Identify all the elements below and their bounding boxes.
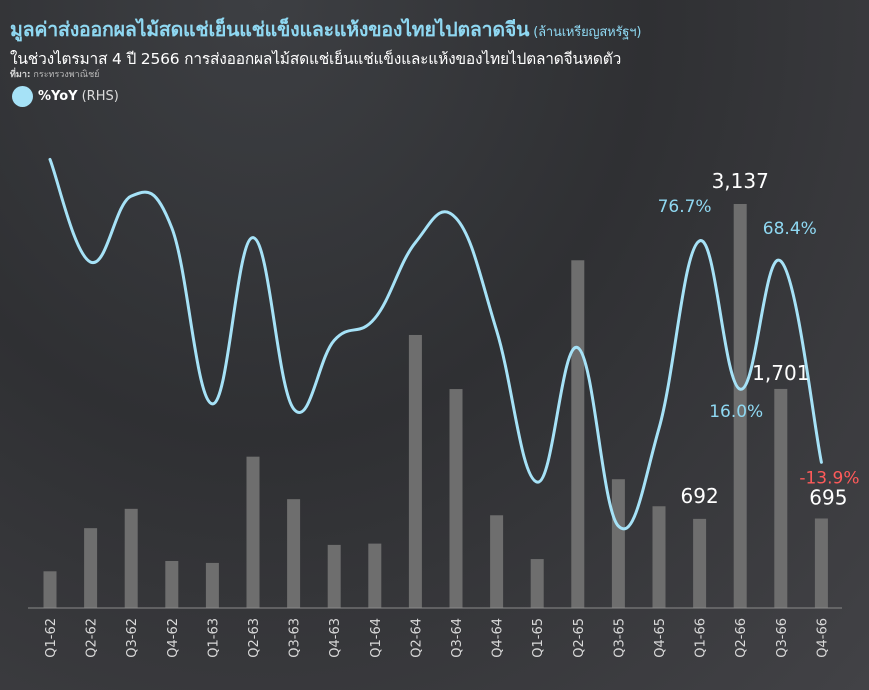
bar-q4-65 <box>652 506 666 608</box>
bar-q3-63 <box>287 499 301 608</box>
yoy-value-label-q2-66: 16.0% <box>709 402 763 422</box>
x-tick-q4-64: Q4-64 <box>491 618 506 658</box>
bar-q3-62 <box>124 508 138 608</box>
legend-series-name: %YoY <box>38 89 78 104</box>
bar-series <box>43 203 828 608</box>
x-tick-q4-63: Q4-63 <box>328 618 343 658</box>
bar-q1-66 <box>693 518 707 608</box>
bar-q4-63 <box>327 544 341 608</box>
chart-subtitle: ในช่วงไตรมาส 4 ปี 2566 การส่งออกผลไม้สดแ… <box>10 50 622 68</box>
x-tick-q4-62: Q4-62 <box>166 618 181 658</box>
bar-q2-62 <box>84 528 98 608</box>
bar-q1-65 <box>530 559 544 608</box>
x-tick-q4-65: Q4-65 <box>653 618 668 658</box>
x-tick-q4-66: Q4-66 <box>815 618 830 658</box>
bar-q3-64 <box>449 389 463 608</box>
x-tick-q1-62: Q1-62 <box>44 618 59 658</box>
x-tick-q2-63: Q2-63 <box>247 618 262 658</box>
yoy-value-label-q1-66: 76.7% <box>658 197 712 217</box>
x-tick-q2-64: Q2-64 <box>409 618 424 658</box>
x-tick-q3-66: Q3-66 <box>775 618 790 658</box>
source-text: กระทรวงพาณิชย์ <box>33 70 100 80</box>
bar-q3-66 <box>774 388 788 608</box>
x-tick-q2-66: Q2-66 <box>734 618 749 658</box>
chart-title: มูลค่าส่งออกผลไม้สดแช่เย็นแช่แข็งและแห้ง… <box>10 14 641 45</box>
yoy-line-series <box>48 157 823 531</box>
x-tick-q2-65: Q2-65 <box>572 618 587 658</box>
source-note: ที่มา: กระทรวงพาณิชย์ <box>10 67 99 81</box>
bar-value-label-q2-66: 3,137 <box>712 169 769 193</box>
bar-q1-62 <box>43 571 57 608</box>
x-tick-q3-63: Q3-63 <box>288 618 303 658</box>
yoy-value-label-q3-66: 68.4% <box>763 219 817 239</box>
bar-q3-65 <box>611 479 625 608</box>
bar-q4-66 <box>814 518 828 608</box>
data-labels: 692 3,137 1,701 695 76.7% 16.0% 68.4% -13.9% <box>658 169 860 510</box>
legend-axis-note: (RHS) <box>81 89 119 104</box>
bar-q2-64 <box>408 334 422 608</box>
title-unit: (ล้านเหรียญสหรัฐฯ) <box>533 25 642 40</box>
x-tick-q1-66: Q1-66 <box>694 618 709 658</box>
source-label: ที่มา: <box>10 70 31 80</box>
bar-value-label-q4-66: 695 <box>809 485 847 509</box>
title-text: มูลค่าส่งออกผลไม้สดแช่เย็นแช่แข็งและแห้ง… <box>10 18 530 41</box>
x-axis-tick-labels: Q1-62 Q2-62 Q3-62 Q4-62 Q1-63 Q2-63 Q3-63 Q4-63… <box>44 618 830 658</box>
bar-q2-66 <box>733 203 747 608</box>
x-tick-q2-62: Q2-62 <box>85 618 100 658</box>
legend: %YoY (RHS) <box>12 86 119 107</box>
x-tick-q3-65: Q3-65 <box>612 618 627 658</box>
bar-q1-63 <box>205 562 219 608</box>
bar-q2-63 <box>246 456 260 608</box>
bar-q1-64 <box>368 543 382 608</box>
legend-label: %YoY (RHS) <box>38 89 119 104</box>
bar-q2-65 <box>571 260 585 608</box>
yoy-line <box>48 157 823 531</box>
x-tick-q1-64: Q1-64 <box>369 618 384 658</box>
x-tick-q1-65: Q1-65 <box>531 618 546 658</box>
bar-q4-62 <box>165 560 179 608</box>
x-tick-q3-64: Q3-64 <box>450 618 465 658</box>
yoy-value-label-q4-66: -13.9% <box>799 468 859 488</box>
x-tick-q1-63: Q1-63 <box>206 618 221 658</box>
x-tick-q3-62: Q3-62 <box>125 618 140 658</box>
bar-value-label-q3-66: 1,701 <box>752 361 809 385</box>
bar-value-label-q1-66: 692 <box>681 484 719 508</box>
bar-q4-64 <box>490 515 504 608</box>
legend-swatch-yoy <box>12 86 33 107</box>
